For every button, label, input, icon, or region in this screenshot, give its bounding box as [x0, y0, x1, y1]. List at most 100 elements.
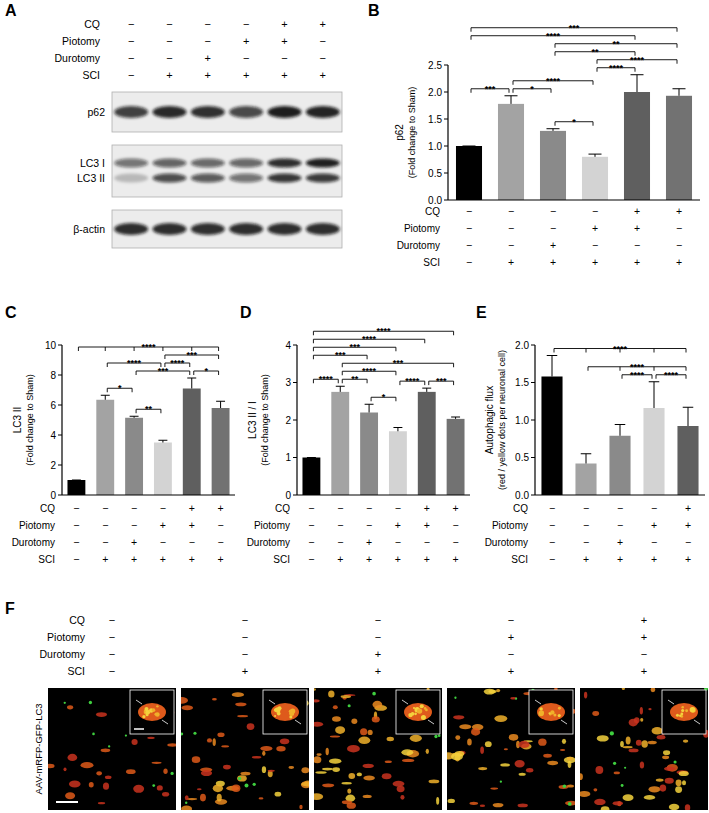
- inset-puncta: [538, 711, 543, 716]
- puncta: [665, 778, 674, 784]
- bars: [67, 378, 229, 495]
- bar: [541, 377, 562, 496]
- inset-puncta: [414, 712, 417, 715]
- puncta: [594, 799, 606, 805]
- puncta: [316, 753, 321, 756]
- significance: **********************: [78, 342, 218, 414]
- puncta: [636, 740, 642, 746]
- puncta: [648, 708, 651, 710]
- inset-puncta: [676, 714, 679, 717]
- error-bar: [620, 425, 621, 436]
- error-bar: [688, 407, 689, 426]
- puncta: [157, 785, 163, 790]
- significance-label: ****: [609, 63, 624, 73]
- condition-label: Piotomy: [492, 520, 528, 531]
- bar: [212, 408, 230, 495]
- bar: [666, 96, 692, 200]
- puncta: [580, 791, 590, 797]
- condition-mark: +: [685, 502, 691, 514]
- band-label: LC3 II: [77, 172, 105, 184]
- puncta: [301, 767, 309, 773]
- lane-mark: +: [320, 69, 326, 81]
- condition-label: SCI: [511, 554, 528, 565]
- significance-bracket: [189, 363, 190, 367]
- inset: [662, 690, 706, 734]
- puncta: [329, 759, 341, 764]
- condition-mark: +: [375, 648, 381, 660]
- condition-mark: −: [685, 536, 691, 548]
- puncta: [448, 799, 455, 803]
- chart: E0.00.51.01.52.0Autophagic flux(red / ye…: [476, 304, 705, 565]
- micrograph: [314, 688, 442, 810]
- y-tick-label: 1.0: [428, 141, 442, 152]
- puncta: [500, 780, 502, 782]
- condition-mark: −: [641, 648, 647, 660]
- scale-bar: [56, 801, 78, 803]
- lane-mark: −: [166, 35, 172, 47]
- puncta: [500, 763, 510, 766]
- significance: ****************: [554, 344, 686, 380]
- significance-bracket: [395, 371, 396, 375]
- puncta: [152, 762, 162, 764]
- condition-mark: −: [453, 536, 459, 548]
- blot-band: [114, 106, 148, 118]
- puncta: [623, 746, 633, 748]
- condition-mark: +: [592, 256, 598, 268]
- condition-mark: −: [375, 614, 381, 626]
- panel-label: E: [476, 304, 487, 321]
- y-axis-label: (Fold change to Sham): [25, 374, 35, 466]
- puncta: [232, 692, 244, 697]
- condition-mark: −: [131, 502, 137, 514]
- puncta: [662, 755, 669, 759]
- puncta: [181, 806, 192, 810]
- significance-label: ****: [127, 358, 142, 368]
- puncta: [238, 777, 241, 780]
- arrow: [668, 700, 674, 704]
- lane-mark: −: [281, 52, 287, 64]
- puncta: [519, 741, 530, 748]
- significance-bracket: [686, 349, 687, 353]
- significance-label: ****: [362, 366, 377, 376]
- condition-mark: +: [453, 502, 459, 514]
- puncta: [133, 785, 144, 793]
- error-cap: [588, 154, 601, 155]
- condition-mark: +: [685, 519, 691, 531]
- condition-mark: +: [424, 553, 430, 565]
- condition-mark: −: [466, 205, 472, 217]
- puncta: [193, 732, 196, 735]
- lane-mark: −: [243, 18, 249, 30]
- bar: [575, 464, 596, 496]
- significance-bracket: [554, 349, 555, 353]
- condition-mark: +: [508, 256, 514, 268]
- significance-bracket: [453, 363, 454, 367]
- puncta: [614, 772, 620, 775]
- puncta: [649, 786, 661, 792]
- puncta: [259, 797, 264, 799]
- condition-mark: −: [508, 222, 514, 234]
- error-cap: [336, 386, 345, 387]
- significance-bracket: [677, 28, 678, 32]
- puncta: [131, 739, 137, 745]
- puncta: [478, 767, 487, 770]
- condition-mark: +: [366, 536, 372, 548]
- puncta: [260, 746, 272, 751]
- condition-mark: −: [549, 536, 555, 548]
- significance-bracket: [105, 347, 106, 351]
- puncta: [518, 804, 528, 808]
- condition-mark: −: [617, 502, 623, 514]
- error-cap: [365, 404, 374, 405]
- error-cap: [187, 378, 196, 379]
- significance-bracket: [395, 397, 396, 401]
- y-tick-label: 1.5: [515, 377, 529, 388]
- puncta: [560, 749, 565, 751]
- puncta: [217, 732, 224, 737]
- condition-mark: +: [160, 519, 166, 531]
- blot-band: [306, 223, 340, 235]
- image-background: [580, 688, 708, 810]
- puncta: [592, 711, 599, 716]
- puncta: [510, 697, 517, 699]
- x-axis: [62, 494, 235, 495]
- puncta: [664, 767, 676, 771]
- puncta: [89, 701, 92, 704]
- condition-mark: +: [592, 222, 598, 234]
